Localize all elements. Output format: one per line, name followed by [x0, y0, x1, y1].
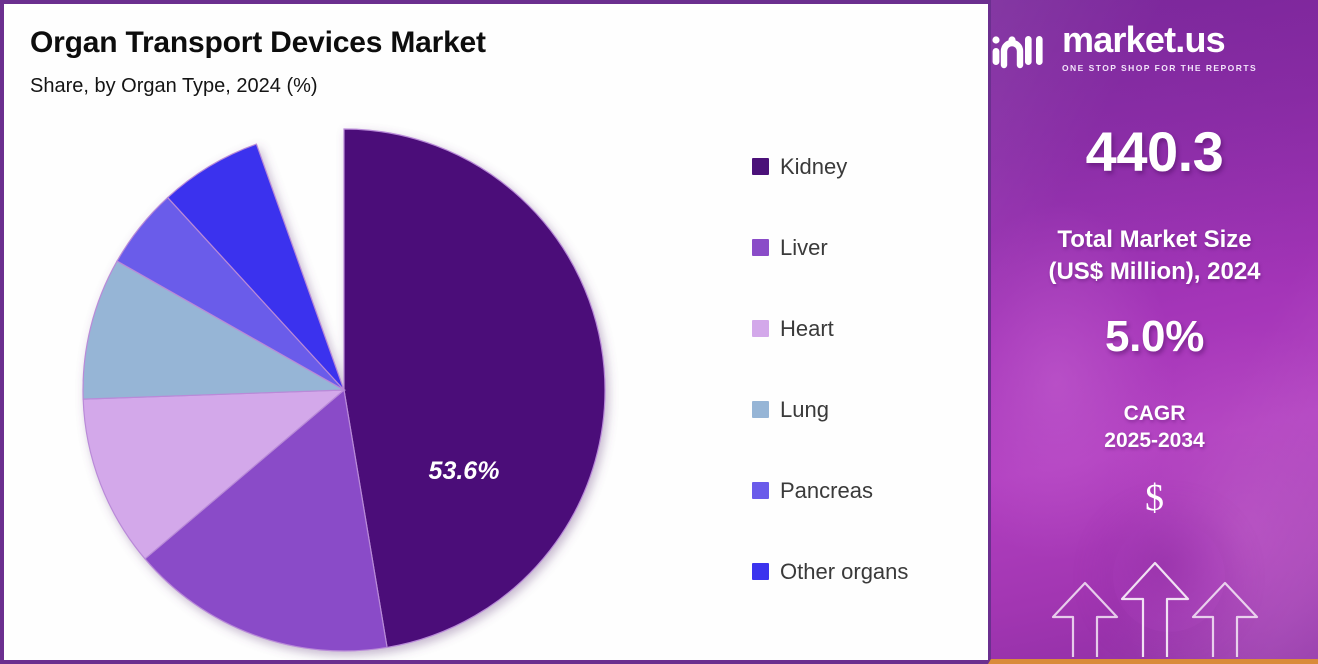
legend-item-label: Liver: [780, 234, 828, 260]
legend-item-label: Kidney: [780, 153, 848, 179]
chart-legend: Kidney Liver Heart Lung Pancreas Other organs: [752, 126, 982, 612]
growth-arrows-icon: [1051, 561, 1258, 657]
legend-swatch-icon: [752, 482, 769, 499]
legend-item[interactable]: Pancreas: [752, 450, 982, 531]
total-market-size-caption: Total Market Size (US$ Million), 2024: [991, 224, 1318, 288]
brand-content: market.us ONE STOP SHOP FOR THE REPORTS …: [991, 0, 1318, 659]
page-title: Organ Transport Devices Market: [30, 26, 486, 59]
pie-slice[interactable]: [343, 128, 606, 649]
pie-slice[interactable]: [82, 389, 346, 560]
legend-item-label: Pancreas: [780, 477, 873, 503]
pie-chart-svg: 53.6%: [82, 128, 606, 652]
total-market-size-value: 440.3: [1085, 120, 1224, 183]
pie-slice[interactable]: [166, 143, 345, 391]
title-block: Organ Transport Devices Market Share, by…: [30, 26, 730, 98]
brand-name: market.us: [1062, 19, 1226, 60]
legend-item[interactable]: Other organs: [752, 531, 982, 612]
legend-swatch-icon: [752, 158, 769, 175]
legend-item[interactable]: Heart: [752, 288, 982, 369]
brand-logo[interactable]: market.us ONE STOP SHOP FOR THE REPORTS: [991, 22, 1318, 76]
legend-item[interactable]: Liver: [752, 207, 982, 288]
cagr-value: 5.0%: [1104, 312, 1205, 361]
total-market-size-caption-line2: (US$ Million), 2024: [1048, 257, 1261, 285]
legend-item-label: Lung: [780, 396, 829, 422]
legend-item-label: Heart: [780, 315, 834, 341]
decorative-glow: [1113, 520, 1225, 632]
brand-tagline: ONE STOP SHOP FOR THE REPORTS: [1062, 63, 1258, 73]
cagr-caption-line2: 2025-2034: [1104, 429, 1205, 453]
market-us-logo-icon: [992, 36, 1043, 69]
chart-subtitle: Share, by Organ Type, 2024 (%): [30, 74, 318, 97]
legend-item[interactable]: Kidney: [752, 126, 982, 207]
legend-swatch-icon: [752, 239, 769, 256]
legend-swatch-icon: [752, 320, 769, 337]
legend-item-label: Other organs: [780, 558, 909, 584]
cagr-caption: CAGR 2025-2034: [991, 400, 1318, 455]
legend-item[interactable]: Lung: [752, 369, 982, 450]
pie-slice-label-kidney: 53.6%: [429, 457, 500, 485]
total-market-size-caption-line1: Total Market Size: [1057, 226, 1252, 253]
pie-chart: 53.6%: [78, 122, 618, 660]
pie-slice[interactable]: [82, 260, 347, 400]
cagr-caption-line1: CAGR: [1123, 402, 1186, 425]
chart-panel: Organ Transport Devices Market Share, by…: [0, 0, 988, 664]
legend-swatch-icon: [752, 401, 769, 418]
legend-swatch-icon: [752, 563, 769, 580]
pie-slice[interactable]: [144, 388, 388, 652]
pie-slice-group: [82, 128, 606, 652]
brand-panel: market.us ONE STOP SHOP FOR THE REPORTS …: [988, 0, 1318, 664]
dollar-sign-icon: $: [1145, 477, 1164, 519]
